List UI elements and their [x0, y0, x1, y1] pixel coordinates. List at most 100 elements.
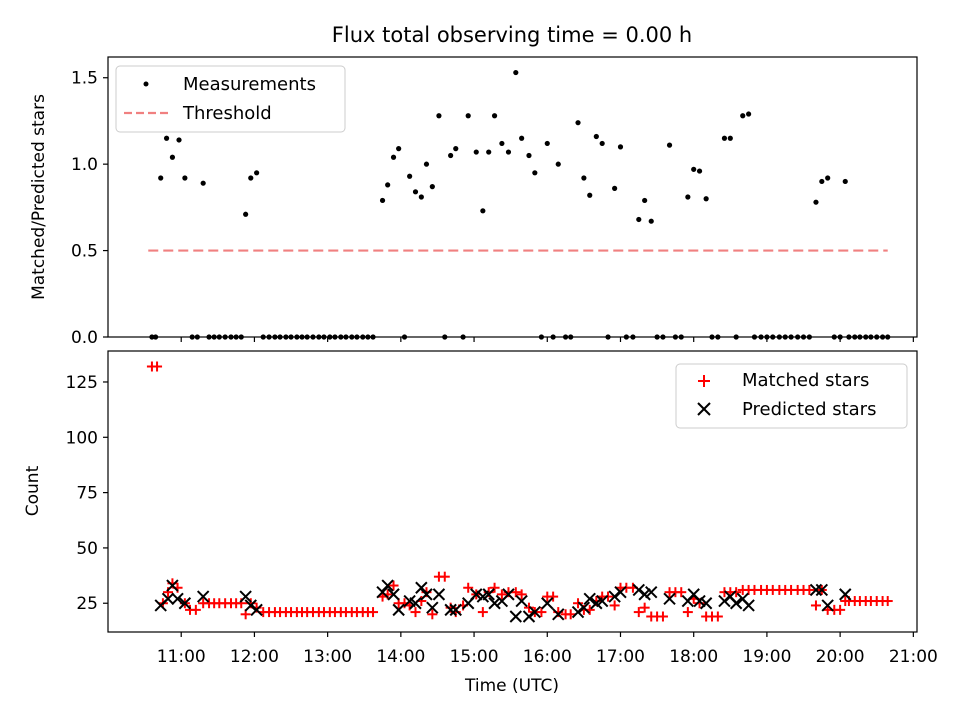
matched-star-mark	[463, 582, 474, 593]
matched-star-mark	[835, 604, 846, 615]
matched-star-mark	[523, 602, 534, 613]
measurement-point	[555, 161, 561, 167]
predicted-star-mark	[645, 585, 658, 599]
measurement-point	[396, 146, 402, 152]
predicted-star-mark	[444, 603, 457, 617]
predicted-star-mark-b	[239, 590, 252, 603]
predicted-star-mark	[571, 605, 585, 619]
bottom-legend: Matched stars Predicted stars	[675, 363, 908, 429]
predicted-star-mark-b	[729, 597, 743, 610]
measurement-point	[158, 175, 164, 181]
measurement-point	[526, 152, 532, 159]
predicted-star-mark-b	[809, 583, 823, 597]
measurement-point	[243, 211, 249, 217]
predicted-star-mark	[614, 585, 627, 599]
predicted-star-mark-b	[718, 594, 731, 608]
bottom-x-tick-label: 21:00	[889, 647, 938, 667]
bottom-axes: 25 50 75 100 125 11:00 12:00 13:00 14:00 15:00 16:…	[66, 350, 938, 667]
measurement-point	[544, 140, 550, 147]
predicted-star-mark	[432, 588, 446, 601]
matched-star-mark	[496, 589, 507, 600]
predicted-star-mark	[638, 588, 651, 601]
predicted-star-mark-b	[552, 608, 565, 621]
predicted-star-mark	[166, 579, 179, 592]
predicted-star-mark-b	[571, 605, 585, 619]
measurement-point	[685, 194, 691, 200]
measurement-point	[505, 149, 512, 155]
measurement-point	[721, 135, 728, 141]
predicted-star-mark	[409, 597, 422, 610]
predicted-star-mark-b	[645, 585, 658, 599]
predicted-star-mark	[839, 588, 852, 601]
predicted-star-mark-b	[528, 605, 542, 619]
measurement-point	[813, 199, 819, 205]
measurement-point	[248, 175, 254, 181]
bottom-x-tick-label: 17:00	[596, 647, 645, 667]
matched-star-mark	[573, 598, 584, 609]
measurement-point	[513, 69, 519, 76]
predicted-star-mark	[482, 588, 495, 601]
matched-star-mark	[657, 611, 668, 622]
predicted-star-mark-b	[376, 585, 389, 599]
bottom-y-tick-label: 25	[76, 594, 98, 614]
measurement-point	[581, 175, 587, 181]
predicted-star-mark-b	[403, 594, 416, 608]
predicted-star-mark	[178, 597, 192, 610]
matched-star-mark	[388, 580, 399, 591]
predicted-star-mark-b	[515, 594, 528, 608]
predicted-star-mark	[449, 603, 462, 617]
legend-measurements-label: Measurements	[183, 74, 316, 95]
matched-star-mark	[489, 582, 500, 593]
bottom-x-tick-label: 15:00	[450, 647, 499, 667]
measurement-point	[575, 120, 581, 126]
bottom-marks	[146, 361, 893, 623]
predicted-star-mark	[552, 608, 565, 621]
top-y-tick-label: 0.0	[71, 328, 98, 348]
bottom-x-tick-label: 11:00	[157, 647, 206, 667]
predicted-star-mark	[583, 592, 596, 606]
measurement-point	[842, 178, 848, 185]
predicted-star-mark-b	[614, 585, 627, 599]
predicted-star-mark-b	[687, 588, 700, 601]
predicted-star-mark	[376, 585, 389, 599]
measurement-point	[473, 149, 479, 155]
matched-star-mark	[804, 584, 815, 595]
matched-star-mark	[536, 607, 547, 618]
legend-matched-label: Matched stars	[742, 370, 869, 391]
top-y-tick-label: 1.5	[71, 69, 98, 89]
bottom-x-tick-label: 14:00	[376, 647, 425, 667]
measurement-point	[480, 208, 486, 214]
measurement-point	[746, 111, 752, 117]
bottom-x-tick-label: 20:00	[816, 647, 865, 667]
legend-matched-marker	[698, 375, 710, 387]
matched-star-mark	[603, 591, 614, 602]
predicted-star-mark-b	[250, 603, 263, 617]
measurement-point	[612, 185, 618, 191]
measurement-point	[491, 113, 498, 119]
predicted-star-mark	[595, 594, 609, 608]
measurement-point	[412, 189, 419, 195]
predicted-star-mark	[470, 588, 483, 601]
predicted-star-mark-b	[420, 588, 433, 601]
matched-star-mark	[639, 602, 650, 613]
measurement-point	[617, 144, 624, 150]
predicted-star-mark	[821, 599, 834, 612]
matched-star-mark	[609, 600, 620, 611]
bottom-y-tick-label: 125	[66, 373, 98, 393]
measurement-point	[182, 175, 188, 181]
measurement-point	[691, 166, 697, 172]
predicted-star-mark-b	[488, 597, 501, 610]
matched-star-mark	[633, 607, 644, 618]
measurement-point	[465, 113, 471, 119]
predicted-star-mark-b	[839, 588, 852, 601]
predicted-star-mark	[420, 588, 433, 601]
legend-predicted-label: Predicted stars	[742, 399, 876, 420]
measurement-point	[448, 152, 454, 159]
bottom-y-tick-label: 50	[76, 539, 98, 559]
measurement-point	[666, 142, 673, 148]
predicted-star-mark-b	[608, 590, 621, 603]
predicted-star-mark	[381, 579, 394, 592]
bottom-x-tick-label: 13:00	[303, 647, 352, 667]
predicted-star-mark-b	[663, 592, 676, 606]
predicted-star-mark-b	[583, 592, 596, 606]
